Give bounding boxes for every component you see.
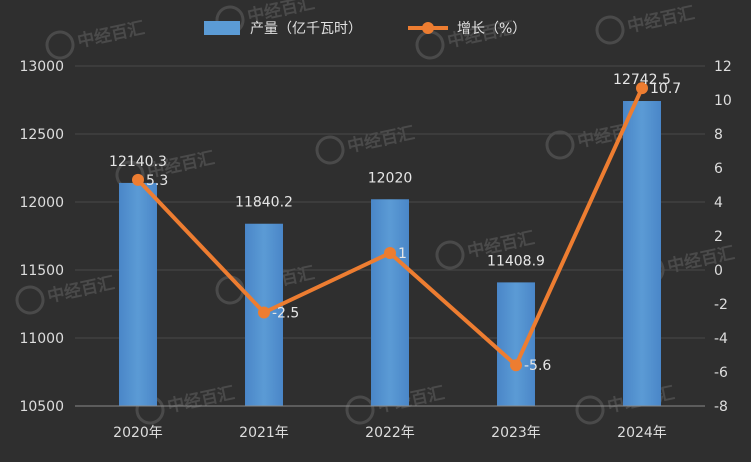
data-labels: 12140.3 11840.2 12020 11408.9 12742.5 5.3 -2.5… xyxy=(109,72,681,374)
bar xyxy=(497,282,535,406)
line-point xyxy=(258,306,270,319)
bar xyxy=(623,101,661,407)
watermark-stamp: 中经百汇 xyxy=(315,122,417,165)
watermark-logo-icon xyxy=(315,135,345,165)
watermark-text: 中经百汇 xyxy=(76,17,147,52)
watermark-stamp: 中经百汇 xyxy=(595,2,697,45)
y-left-tick-label: 12500 xyxy=(19,127,64,143)
legend-line-marker xyxy=(422,22,434,34)
line-series xyxy=(132,82,648,372)
x-tick-label: 2023年 xyxy=(491,425,541,441)
y-left-tick-label: 10500 xyxy=(19,399,64,415)
line-value-label: 5.3 xyxy=(146,173,168,189)
legend: 产量（亿千瓦时） 增长（%） xyxy=(204,21,526,37)
y-right-tick-label: 6 xyxy=(714,161,723,177)
legend-bar-label: 产量（亿千瓦时） xyxy=(250,21,362,37)
watermark-logo-icon xyxy=(15,285,45,315)
x-tick-label: 2024年 xyxy=(617,425,667,441)
y-right-tick-label: -4 xyxy=(714,331,728,347)
line-point xyxy=(384,247,396,259)
y-left-tick-label: 11000 xyxy=(19,331,64,347)
bar-value-label: 12020 xyxy=(368,170,413,186)
y-right-tick-label: 12 xyxy=(714,59,732,75)
bar-value-label: 12742.5 xyxy=(613,72,671,88)
watermark-stamp: 中经百汇 xyxy=(45,17,147,60)
watermark-logo-icon xyxy=(345,395,375,425)
watermark-logo-icon xyxy=(435,240,465,270)
y-right-tick-label: -6 xyxy=(714,365,728,381)
line-value-label: 1 xyxy=(398,246,407,262)
watermark-logo-icon xyxy=(415,30,445,60)
y-right-tick-label: 2 xyxy=(714,229,723,245)
y-right-tick-label: -8 xyxy=(714,399,728,415)
watermark-logo-icon xyxy=(545,130,575,160)
y-right-tick-label: 8 xyxy=(714,127,723,143)
y-left-tick-label: 13000 xyxy=(19,59,64,75)
bar-value-label: 11840.2 xyxy=(235,195,293,211)
legend-bar-swatch xyxy=(204,21,240,35)
x-tick-label: 2021年 xyxy=(239,425,289,441)
x-tick-label: 2022年 xyxy=(365,425,415,441)
line-value-label: -2.5 xyxy=(272,306,299,322)
y-left-tick-label: 11500 xyxy=(19,263,64,279)
y-right-tick-label: 4 xyxy=(714,195,723,211)
y-right-tick-label: 10 xyxy=(714,93,732,109)
y-right-tick-label: 0 xyxy=(714,263,723,279)
bar-value-label: 11408.9 xyxy=(487,253,545,269)
bar xyxy=(371,199,409,406)
bar-value-label: 12140.3 xyxy=(109,154,167,170)
legend-line-label: 增长（%） xyxy=(457,21,526,37)
watermark-logo-icon xyxy=(45,30,75,60)
watermark-text: 中经百汇 xyxy=(346,122,417,157)
watermark-logo-icon xyxy=(575,395,605,425)
line-value-label: 10.7 xyxy=(650,81,681,97)
watermark-text: 中经百汇 xyxy=(166,382,237,417)
line-point xyxy=(636,82,648,95)
watermark-logo-icon xyxy=(595,15,625,45)
bar xyxy=(119,182,157,406)
line-point xyxy=(132,173,144,186)
watermark-text: 中经百汇 xyxy=(626,2,697,37)
line-value-label: -5.6 xyxy=(524,358,551,374)
y-left-tick-label: 12000 xyxy=(19,195,64,211)
y-right-tick-label: -2 xyxy=(714,297,728,313)
watermark-text: 中经百汇 xyxy=(666,242,737,277)
line-point xyxy=(510,359,522,372)
axes: 10500 11000 11500 12000 12500 13000 -8 -6 -4 -2 0 2… xyxy=(19,59,731,441)
x-tick-label: 2020年 xyxy=(113,425,163,441)
